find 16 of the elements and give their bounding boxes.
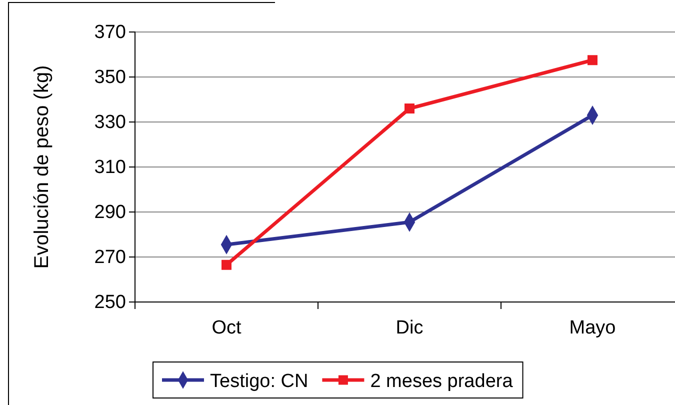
legend-label: 2 meses pradera — [370, 371, 514, 392]
point — [222, 260, 232, 270]
x-tick-label: Mayo — [569, 317, 616, 338]
legend-label: Testigo: CN — [210, 371, 308, 392]
y-tick-label: 370 — [94, 22, 126, 44]
point — [588, 55, 598, 66]
y-tick-label: 290 — [94, 202, 126, 224]
y-axis-title: Evolución de peso (kg) — [31, 65, 53, 269]
y-tick-label: 350 — [94, 67, 126, 88]
x-tick-label: Dic — [396, 317, 424, 338]
x-tick-label: Oct — [212, 317, 242, 338]
y-tick-label: 330 — [94, 112, 126, 134]
y-tick-label: 270 — [94, 247, 126, 268]
y-tick-label: 250 — [94, 292, 126, 314]
point — [404, 104, 414, 114]
y-tick-label: 310 — [94, 157, 126, 178]
